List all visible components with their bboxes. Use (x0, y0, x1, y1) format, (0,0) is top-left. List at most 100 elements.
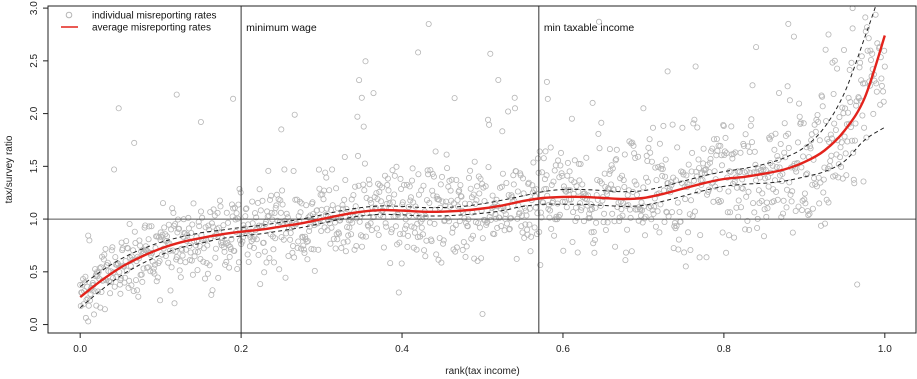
scatter-point (838, 139, 845, 146)
scatter-point (395, 289, 402, 296)
scatter-point (291, 254, 298, 261)
scatter-point (131, 228, 138, 235)
scatter-point (785, 130, 792, 137)
scatter-point (598, 119, 605, 126)
scatter-point (828, 152, 835, 159)
scatter-point (537, 261, 544, 268)
scatter-point (555, 157, 562, 164)
scatter-point (664, 68, 671, 75)
scatter-point (291, 111, 298, 118)
scatter-point (641, 215, 648, 222)
scatter-point (816, 200, 823, 207)
scatter-point (377, 198, 384, 205)
scatter-point (526, 221, 533, 228)
scatter-point (389, 167, 396, 174)
scatter-point (101, 306, 108, 313)
scatter-point (253, 214, 260, 221)
scatter-point (682, 196, 689, 203)
scatter-point (404, 243, 411, 250)
scatter-point (472, 200, 479, 207)
scatter-point (239, 234, 246, 241)
scatter-point (478, 255, 485, 262)
scatter-point (278, 126, 285, 133)
scatter-point (169, 247, 176, 254)
scatter-point (384, 181, 391, 188)
x-axis-title: rank(tax income) (445, 366, 519, 377)
scatter-point (452, 222, 459, 229)
scatter-point (836, 114, 843, 121)
scatter-point (831, 120, 838, 127)
scatter-point (640, 184, 647, 191)
scatter-point (226, 253, 233, 260)
scatter-point (654, 208, 661, 215)
scatter-point (353, 215, 360, 222)
scatter-point (161, 224, 168, 231)
scatter-point (837, 144, 844, 151)
scatter-point (880, 88, 887, 95)
scatter-point (398, 260, 405, 267)
scatter-point (215, 274, 222, 281)
scatter-point (660, 122, 667, 129)
scatter-point (717, 198, 724, 205)
scatter-point (367, 220, 374, 227)
scatter-point (712, 183, 719, 190)
scatter-point (849, 6, 856, 12)
scatter-point (803, 171, 810, 178)
scatter-point (707, 159, 714, 166)
scatter-point (804, 170, 811, 177)
scatter-point (630, 142, 637, 149)
scatter-point (743, 168, 750, 175)
scatter-point (586, 214, 593, 221)
scatter-point (737, 149, 744, 156)
scatter-point (385, 194, 392, 201)
scatter-point (499, 128, 506, 135)
scatter-point (816, 137, 823, 144)
scatter-point (207, 208, 214, 215)
scatter-point (642, 232, 649, 239)
reference-lines: minimum wage min taxable income (48, 6, 916, 333)
scatter-point (653, 177, 660, 184)
scatter-point (780, 197, 787, 204)
scatter-point (789, 229, 796, 236)
scatter-point (687, 246, 694, 253)
scatter-point (200, 258, 207, 265)
scatter-point (817, 179, 824, 186)
scatter-point (284, 214, 291, 221)
scatter-point (870, 110, 877, 117)
scatter-point (709, 145, 716, 152)
scatter-point (491, 231, 498, 238)
scatter-point (450, 200, 457, 207)
scatter-point (696, 254, 703, 261)
scatter-point (96, 265, 103, 272)
scatter-point (256, 186, 263, 193)
scatter-point (392, 223, 399, 230)
scatter-point (755, 187, 762, 194)
scatter-point (371, 213, 378, 220)
scatter-point (624, 192, 631, 199)
scatter-layer (77, 6, 888, 325)
scatter-point (625, 187, 632, 194)
scatter-point (358, 94, 365, 101)
scatter-point (357, 232, 364, 239)
scatter-point (373, 225, 380, 232)
scatter-point (801, 196, 808, 203)
scatter-point (308, 245, 315, 252)
scatter-point (878, 82, 885, 89)
scatter-point (438, 259, 445, 266)
scatter-point (842, 105, 849, 112)
scatter-point (656, 140, 663, 147)
scatter-point (761, 233, 768, 240)
scatter-point (628, 248, 635, 255)
scatter-point (544, 95, 551, 102)
scatter-point (304, 238, 311, 245)
scatter-point (678, 179, 685, 186)
scatter-point (466, 200, 473, 207)
scatter-point (489, 192, 496, 199)
scatter-point (222, 261, 229, 268)
scatter-point (551, 232, 558, 239)
scatter-point (287, 229, 294, 236)
scatter-point (609, 165, 616, 172)
scatter-point (676, 208, 683, 215)
scatter-point (174, 229, 181, 236)
